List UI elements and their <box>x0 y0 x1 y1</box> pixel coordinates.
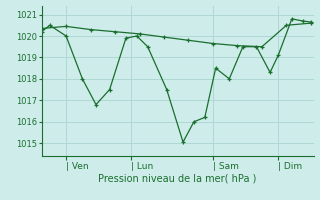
X-axis label: Pression niveau de la mer( hPa ): Pression niveau de la mer( hPa ) <box>99 173 257 183</box>
